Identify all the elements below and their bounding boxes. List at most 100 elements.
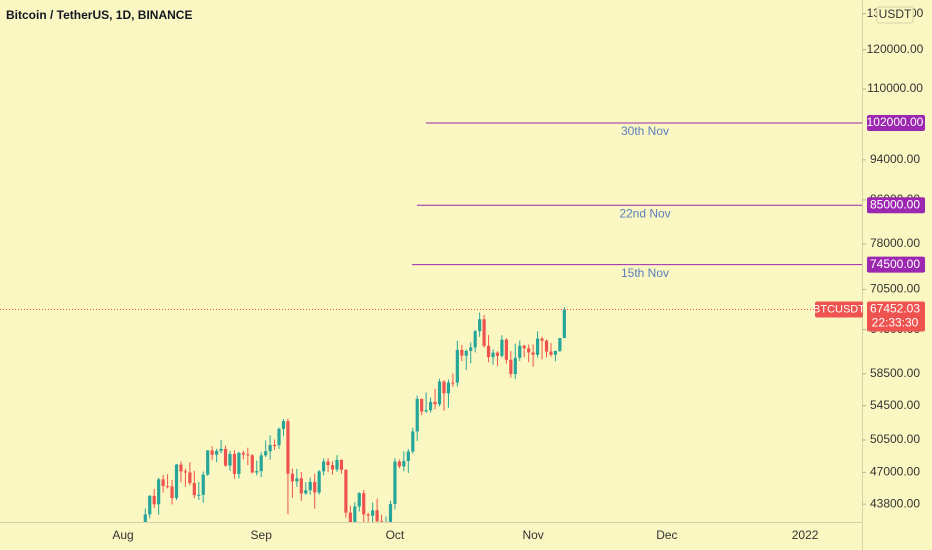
overlay: Aug Sep Oct Nov Dec 2022 30th Nov 102000.00 22nd…: [112, 6, 925, 542]
candle-body: [152, 495, 156, 505]
x-tick-label: Sep: [251, 528, 273, 542]
candle-body: [424, 410, 428, 412]
candle-body: [455, 349, 459, 383]
y-tick-label: 78000.00: [870, 236, 920, 250]
candle-body: [437, 381, 442, 405]
level-price-label: 102000.00: [867, 115, 924, 129]
candle-body: [397, 461, 401, 467]
candle-body: [357, 493, 361, 507]
candle-body: [540, 338, 544, 341]
currency-box: [876, 6, 914, 24]
candle-body: [482, 319, 486, 346]
candle-body: [148, 495, 152, 515]
level-price-label: 85000.00: [870, 197, 920, 211]
candle-body: [317, 471, 321, 493]
candle-body: [179, 464, 183, 472]
level-text: 30th Nov: [621, 124, 669, 138]
candle-body: [215, 450, 219, 455]
x-tick-label: Dec: [656, 528, 677, 542]
y-tick-label: 47000.00: [870, 465, 920, 479]
candle-body: [313, 481, 317, 493]
candle-body: [491, 352, 495, 358]
candle-body: [259, 455, 263, 472]
plot-area: [0, 122, 862, 522]
candle-body: [464, 350, 468, 356]
candle-body: [375, 510, 379, 522]
candle-body: [442, 381, 446, 394]
candle-body: [469, 347, 473, 351]
candle-body: [174, 464, 179, 498]
candle-body: [446, 382, 451, 394]
candle-body: [478, 319, 482, 332]
candle-body: [330, 465, 335, 470]
candle-body: [429, 401, 433, 411]
level-price-box: [867, 197, 925, 214]
candle-body: [183, 471, 188, 473]
candle-body: [553, 350, 558, 355]
symbol-label: BTCUSDT: [813, 303, 865, 315]
candle-body: [339, 459, 344, 470]
candle-body: [371, 510, 375, 516]
symbol-box: [815, 301, 863, 318]
candle-body: [486, 345, 491, 358]
candle-body: [170, 486, 174, 498]
y-tick-label: 120000.00: [867, 42, 924, 56]
candle-body: [272, 445, 277, 447]
candle-body: [197, 494, 201, 496]
currency-label: USDT: [879, 7, 912, 21]
candle-body: [237, 452, 241, 474]
candle-body: [366, 514, 370, 516]
y-tick-label: 70500.00: [870, 282, 920, 296]
candle-body: [304, 490, 308, 494]
candle-body: [326, 461, 330, 466]
candle-body: [433, 401, 437, 405]
candle-body: [402, 460, 406, 467]
candle-body: [277, 428, 281, 446]
candle-body: [420, 398, 424, 412]
candle-body: [549, 351, 553, 355]
candle-body: [201, 474, 205, 495]
candle-body: [295, 478, 299, 482]
candle-body: [206, 450, 210, 475]
candle-body: [228, 453, 232, 466]
y-tick-label: 94000.00: [870, 152, 920, 166]
candle-body: [250, 455, 254, 473]
candle-body: [393, 461, 397, 504]
candle-body: [335, 459, 339, 470]
level-text: 15th Nov: [621, 266, 669, 280]
level-price-box: [867, 115, 925, 132]
last-price-box: [867, 301, 925, 332]
candle-body: [161, 479, 165, 487]
x-tick-label: Nov: [522, 528, 543, 542]
candle-body: [219, 448, 223, 451]
chart-title: Bitcoin / TetherUS, 1D, BINANCE: [6, 8, 192, 22]
x-tick-label: 2022: [792, 528, 819, 542]
candle-body: [411, 431, 415, 452]
candle-body: [504, 339, 508, 360]
candle-body: [527, 348, 531, 353]
candle-body: [188, 472, 192, 484]
candle-body: [281, 421, 286, 429]
candle-body: [544, 340, 549, 352]
candle-body: [246, 454, 250, 456]
candle-body: [344, 469, 348, 513]
y-tick-label: 110000.00: [867, 81, 923, 95]
y-tick-label: 54500.00: [870, 398, 920, 412]
candle-body: [451, 382, 455, 384]
candle-body: [406, 451, 410, 461]
candle-body: [513, 357, 517, 374]
candle-body: [522, 345, 526, 349]
y-tick-label: 43800.00: [870, 496, 920, 510]
candle-body: [495, 352, 500, 356]
candle-body: [192, 483, 196, 496]
candle-body: [299, 478, 303, 494]
x-tick-label: Oct: [386, 528, 405, 542]
candle-body: [348, 512, 352, 522]
candle-body: [562, 309, 566, 339]
candle-body: [157, 479, 161, 505]
y-tick-label: 58500.00: [870, 366, 920, 380]
candle-body: [500, 339, 504, 356]
